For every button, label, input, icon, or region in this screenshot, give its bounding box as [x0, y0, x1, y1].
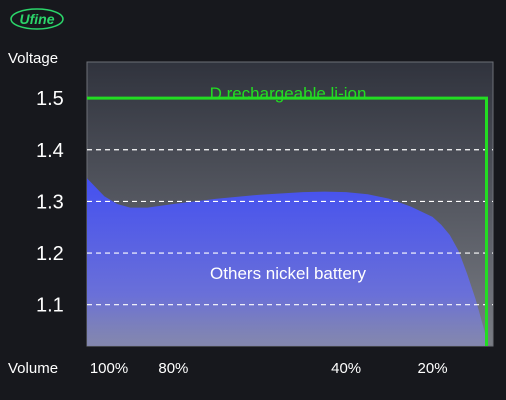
y-tick-label: 1.4	[36, 140, 64, 162]
x-tick-label: 80%	[158, 360, 188, 377]
x-tick-label: 100%	[90, 360, 128, 377]
y-tick-labels: 1.5 1.4 1.3 1.2 1.1	[36, 88, 64, 317]
y-tick-label: 1.2	[36, 243, 64, 265]
grid-layer	[87, 149, 493, 306]
x-tick-label: 40%	[331, 360, 361, 377]
logo-text: Ufine	[20, 11, 55, 27]
x-tick-labels: 100% 80% 40% 20%	[90, 360, 448, 377]
line-layer	[87, 96, 488, 346]
logo-ring-icon	[10, 8, 64, 30]
y-tick-label: 1.3	[36, 191, 64, 213]
y-tick-label: 1.5	[36, 88, 64, 110]
area-layer	[87, 178, 487, 346]
li-ion-voltage-line	[87, 96, 488, 346]
brand-logo: Ufine	[10, 8, 64, 30]
x-tick-label: 20%	[418, 360, 448, 377]
y-tick-label: 1.1	[36, 295, 64, 317]
nickel-battery-area	[87, 178, 487, 346]
x-axis-title: Volume	[8, 360, 58, 377]
series-label-nickel: Others nickel battery	[210, 264, 366, 283]
y-axis-title: Voltage	[8, 50, 58, 67]
series-label-li-ion: D rechargeable li-ion	[210, 84, 367, 103]
